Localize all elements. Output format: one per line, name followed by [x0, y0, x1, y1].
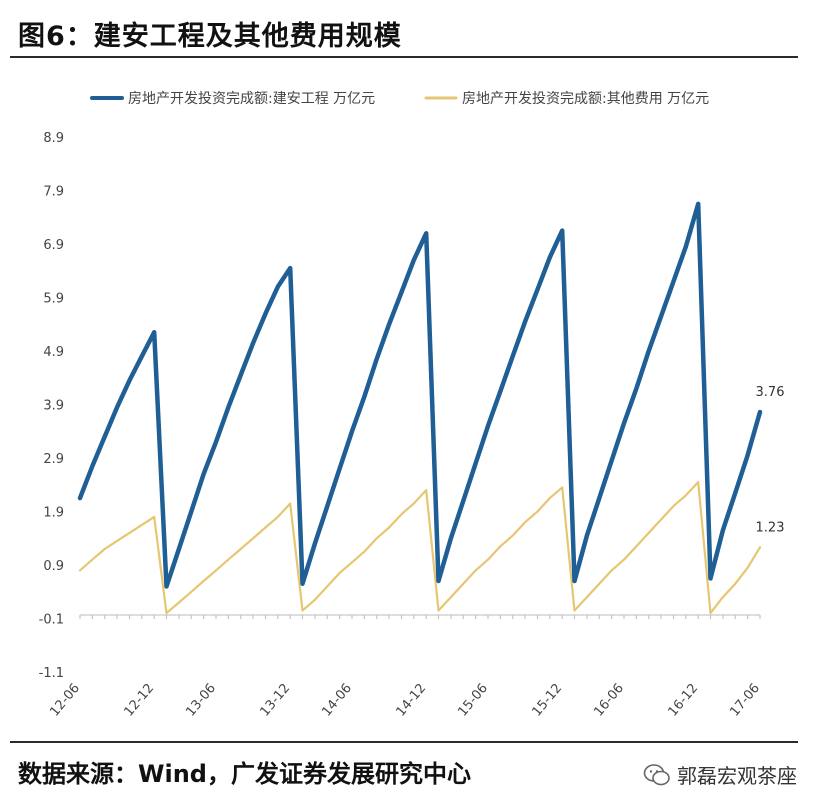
x-tick-label: 13-12 [257, 681, 293, 720]
y-tick-label: 8.9 [43, 131, 64, 146]
y-tick-label: 6.9 [43, 238, 64, 253]
x-tick-label: 12-06 [47, 681, 83, 720]
x-tick-label: 13-06 [183, 681, 219, 720]
watermark-text: 郭磊宏观茶座 [677, 764, 797, 788]
footer-divider [10, 741, 798, 743]
y-tick-label: -0.1 [39, 613, 64, 628]
x-tick-label: 14-06 [319, 681, 355, 720]
y-tick-label: 7.9 [43, 185, 64, 200]
x-tick-label: 17-06 [727, 681, 763, 720]
y-axis: 8.9 7.9 6.9 5.9 4.9 3.9 2.9 1.9 0.9 -0.1 -1.1 [39, 131, 64, 681]
x-tick-label: 15-06 [455, 681, 491, 720]
x-tick-label: 15-12 [529, 681, 565, 720]
x-tick-label: 16-06 [591, 681, 627, 720]
y-tick-label: 1.9 [43, 506, 64, 521]
legend: 房地产开发投资完成额:建安工程 万亿元 房地产开发投资完成额:其他费用 万亿元 [90, 91, 709, 107]
y-tick-label: 2.9 [43, 452, 64, 467]
y-tick-label: -1.1 [39, 666, 64, 681]
legend-label-other: 房地产开发投资完成额:其他费用 万亿元 [462, 91, 709, 107]
data-label: 3.76 [756, 385, 785, 400]
x-tick-label: 14-12 [393, 681, 429, 720]
source-text: 数据来源：Wind，广发证券发展研究中心 [18, 760, 471, 788]
y-tick-label: 0.9 [43, 559, 64, 574]
y-tick-label: 3.9 [43, 399, 64, 414]
x-tick-label: 16-12 [665, 681, 701, 720]
data-label: 1.23 [756, 520, 785, 535]
legend-label-construction: 房地产开发投资完成额:建安工程 万亿元 [128, 91, 375, 107]
y-tick-label: 4.9 [43, 345, 64, 360]
y-tick-label: 5.9 [43, 292, 64, 307]
x-tick-label: 12-12 [121, 681, 157, 720]
series-line-construction [77, 201, 763, 589]
page-title: 图6：建安工程及其他费用规模 [18, 21, 402, 52]
chart: 房地产开发投资完成额:建安工程 万亿元 房地产开发投资完成额:其他费用 万亿元 … [39, 91, 785, 720]
watermark: 郭磊宏观茶座 [643, 760, 797, 789]
series-layer [77, 201, 763, 615]
annotation-layer: 3.76 1.23 [756, 385, 785, 535]
wechat-icon [643, 763, 670, 785]
series-line-other [78, 481, 762, 615]
title-divider [10, 56, 798, 58]
x-axis: 12-06 12-12 13-06 13-12 14-06 14-12 15-06 15-12… [47, 615, 763, 720]
